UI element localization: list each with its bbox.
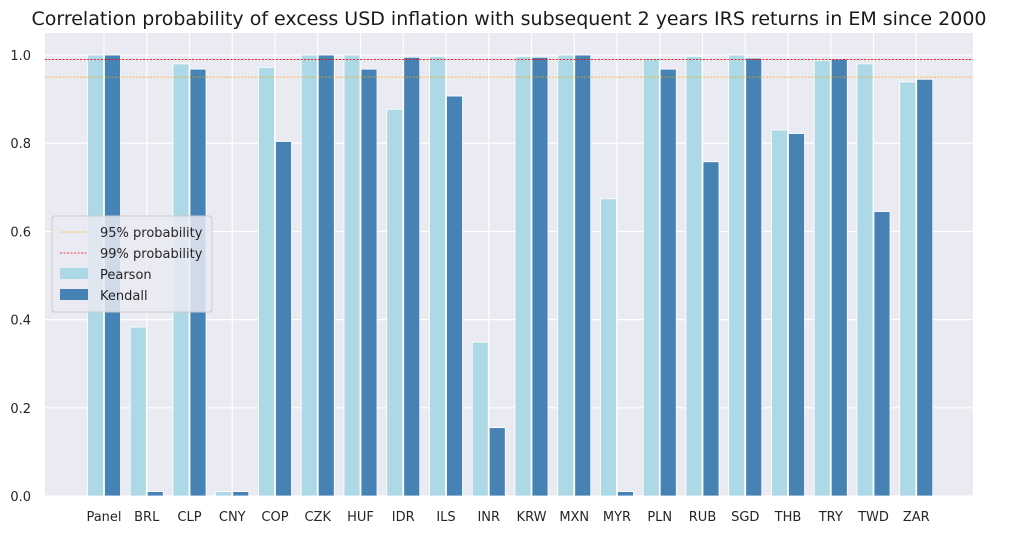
- bar-kendall-cop: [275, 141, 292, 497]
- y-axis-ticks: 0.0 0.2 0.4 0.6 0.8 1.0: [10, 49, 31, 505]
- legend-swatch-pearson: [60, 268, 88, 279]
- x-tick-label: CNY: [219, 510, 246, 525]
- x-tick-label: COP: [261, 510, 288, 525]
- bar-pearson-try: [813, 59, 831, 497]
- x-axis-ticks: Panel BRL CLP CNY COP CZK HUF IDR ILS INR KRW MXN MY…: [86, 510, 929, 525]
- bar-pearson-twd: [856, 63, 874, 497]
- bar-kendall-krw: [531, 56, 549, 497]
- y-tick-label: 1.0: [10, 49, 31, 64]
- bars: [87, 54, 934, 497]
- x-tick-label: MYR: [603, 510, 631, 525]
- x-tick-label: CZK: [304, 510, 331, 525]
- bar-kendall-myr: [617, 491, 634, 497]
- x-tick-label: TRY: [818, 510, 843, 525]
- x-tick-label: INR: [477, 510, 500, 525]
- bar-kendall-zar: [916, 78, 934, 497]
- bar-pearson-idr: [386, 108, 404, 497]
- x-tick-label: PLN: [647, 510, 672, 525]
- bar-kendall-ils: [446, 95, 463, 497]
- bar-pearson-myr: [600, 198, 617, 497]
- x-tick-label: IDR: [392, 510, 415, 525]
- legend-label: Pearson: [100, 268, 152, 283]
- x-tick-label: KRW: [517, 510, 547, 525]
- bar-kendall-thb: [788, 133, 805, 497]
- bar-pearson-huf: [343, 54, 361, 497]
- x-tick-label: TWD: [857, 510, 889, 525]
- legend-box: [51, 215, 213, 313]
- bar-kendall-try: [830, 58, 848, 497]
- bar-kendall-huf: [360, 68, 378, 497]
- bar-pearson-zar: [899, 81, 917, 497]
- x-tick-label: THB: [774, 510, 802, 525]
- bar-pearson-thb: [771, 129, 788, 497]
- bar-pearson-czk: [300, 54, 318, 497]
- bar-kendall-cny: [232, 491, 250, 497]
- x-tick-label: MXN: [559, 510, 589, 525]
- bar-pearson-rub: [685, 55, 703, 497]
- legend-label: 99% probability: [100, 247, 203, 262]
- legend-label: 95% probability: [100, 226, 203, 241]
- bar-pearson-ils: [429, 55, 446, 497]
- legend-label: Kendall: [100, 289, 148, 304]
- x-tick-label: RUB: [689, 510, 716, 525]
- bar-pearson-cny: [215, 491, 233, 497]
- y-tick-label: 0.6: [10, 225, 31, 240]
- y-tick-label: 0.2: [10, 402, 31, 417]
- y-tick-label: 0.0: [10, 490, 31, 505]
- x-tick-label: ZAR: [903, 510, 930, 525]
- bar-kendall-czk: [317, 54, 335, 497]
- x-tick-label: CLP: [177, 510, 201, 525]
- bar-kendall-inr: [488, 427, 506, 497]
- bar-kendall-pln: [659, 68, 677, 497]
- bar-pearson-brl: [129, 326, 147, 497]
- bar-pearson-mxn: [557, 54, 575, 497]
- legend: 95% probability 99% probability Pearson Ken…: [51, 215, 213, 313]
- x-tick-label: SGD: [731, 510, 759, 525]
- y-tick-label: 0.8: [10, 137, 31, 152]
- bar-kendall-rub: [702, 161, 720, 497]
- bar-kendall-idr: [403, 56, 421, 497]
- bar-pearson-cop: [258, 66, 275, 497]
- bar-kendall-brl: [146, 491, 164, 497]
- bar-pearson-pln: [642, 57, 660, 497]
- x-tick-label: Panel: [86, 510, 121, 525]
- bar-pearson-inr: [471, 341, 489, 497]
- y-tick-label: 0.4: [10, 314, 31, 329]
- bar-kendall-mxn: [574, 54, 592, 497]
- bar-pearson-krw: [514, 55, 532, 497]
- x-tick-label: ILS: [436, 510, 455, 525]
- bar-kendall-sgd: [745, 57, 763, 497]
- x-tick-label: BRL: [134, 510, 160, 525]
- bar-pearson-sgd: [728, 54, 746, 497]
- chart-title: Correlation probability of excess USD in…: [31, 8, 986, 30]
- reference-lines: [45, 59, 973, 78]
- legend-swatch-kendall: [60, 289, 88, 300]
- bar-kendall-twd: [873, 211, 891, 497]
- x-tick-label: HUF: [347, 510, 374, 525]
